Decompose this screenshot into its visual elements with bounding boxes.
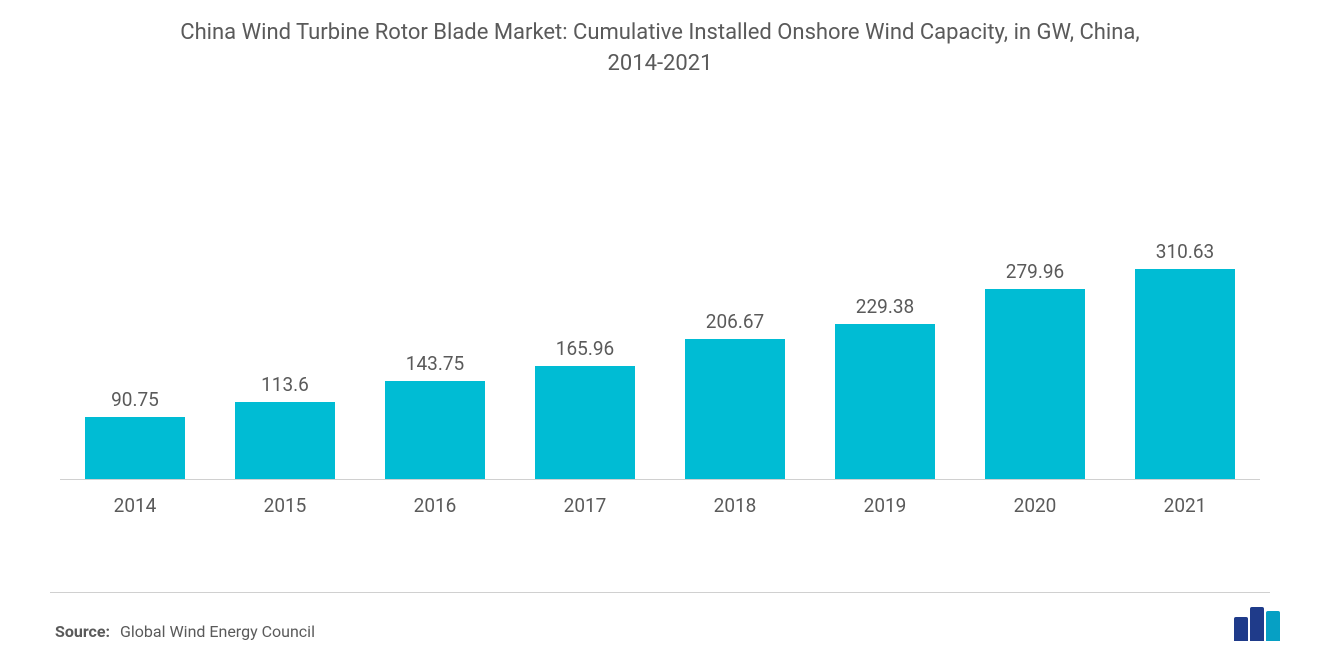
bar	[385, 381, 485, 478]
bar-group: 165.96	[510, 140, 660, 479]
bar-value-label: 310.63	[1156, 240, 1214, 263]
bar-value-label: 229.38	[856, 295, 914, 318]
bar-group: 310.63	[1110, 140, 1260, 479]
source-citation: Source: Global Wind Energy Council	[55, 622, 315, 641]
bar-category-label: 2014	[60, 494, 210, 517]
bar-category-label: 2015	[210, 494, 360, 517]
logo-bar-2	[1250, 607, 1264, 641]
logo-bar-3	[1266, 611, 1280, 641]
bar-value-label: 279.96	[1006, 260, 1064, 283]
chart-area: 90.75 113.6 143.75 165.96 206.67 229.38 279.96…	[60, 140, 1260, 520]
chart-title: China Wind Turbine Rotor Blade Market: C…	[50, 18, 1270, 80]
bar-group: 206.67	[660, 140, 810, 479]
bar-category-label: 2017	[510, 494, 660, 517]
brand-logo	[1234, 607, 1280, 641]
bar-category-label: 2021	[1110, 494, 1260, 517]
bar-category-label: 2020	[960, 494, 1110, 517]
bar	[85, 417, 185, 478]
bar-category-label: 2018	[660, 494, 810, 517]
bar-value-label: 113.6	[261, 373, 309, 396]
chart-container: China Wind Turbine Rotor Blade Market: C…	[0, 0, 1320, 665]
bar-value-label: 90.75	[111, 388, 159, 411]
bar	[685, 339, 785, 479]
bar-category-label: 2019	[810, 494, 960, 517]
logo-bar-1	[1234, 617, 1248, 641]
bar-value-label: 165.96	[556, 337, 614, 360]
bar-value-label: 206.67	[706, 310, 764, 333]
labels-row: 20142015201620172018201920202021	[60, 494, 1260, 517]
bar-group: 90.75	[60, 140, 210, 479]
bars-row: 90.75 113.6 143.75 165.96 206.67 229.38 279.96…	[60, 140, 1260, 480]
bar-group: 279.96	[960, 140, 1110, 479]
bar-group: 113.6	[210, 140, 360, 479]
bar-group: 143.75	[360, 140, 510, 479]
bar-group: 229.38	[810, 140, 960, 479]
bar	[235, 402, 335, 479]
bar	[835, 324, 935, 479]
source-label: Source:	[55, 622, 110, 641]
bar-value-label: 143.75	[406, 352, 464, 375]
footer-divider	[50, 592, 1270, 593]
footer: Source: Global Wind Energy Council	[55, 607, 1280, 641]
bar	[1135, 269, 1235, 479]
bar	[985, 289, 1085, 478]
bar-category-label: 2016	[360, 494, 510, 517]
source-text: Global Wind Energy Council	[120, 622, 315, 641]
bar	[535, 366, 635, 478]
